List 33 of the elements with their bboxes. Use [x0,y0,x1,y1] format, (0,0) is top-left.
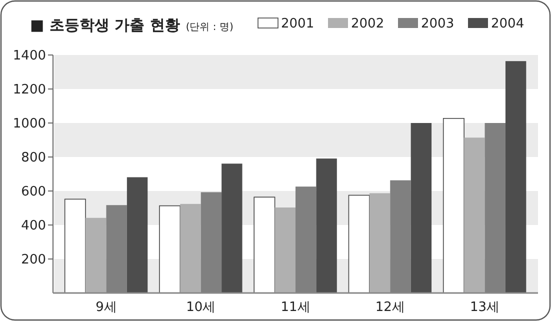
bar [369,193,390,293]
chart-title: ■ 초등학생 가출 현황 [30,16,180,34]
y-tick-label: 800 [21,150,46,166]
legend-label: 2002 [351,16,384,32]
y-tick-label: 1200 [12,82,46,98]
bar [126,177,148,293]
bar [274,207,296,293]
x-tick-label: 9세 [96,300,117,315]
bar [159,205,181,294]
x-tick-label: 10세 [186,300,216,315]
bar [254,196,276,294]
x-tick-label: 12세 [375,300,405,315]
bar [180,204,201,293]
y-tick-label: 1400 [12,48,46,64]
bar [86,218,106,293]
bar [222,164,242,293]
legend-label: 2004 [491,16,524,32]
bar [64,198,86,294]
bar [410,123,432,293]
bar [442,118,464,294]
y-tick-label: 400 [21,218,46,234]
bar [348,194,370,294]
y-tick-label: 1000 [12,116,46,132]
x-tick-label: 13세 [470,300,500,315]
chart-subtitle: (단위 : 명) [186,22,234,33]
bar [505,61,526,293]
bar [316,158,337,293]
bar [464,138,485,293]
x-tick-label: 11세 [280,300,310,315]
legend-label: 2001 [281,16,314,32]
y-tick-label: 200 [21,252,46,268]
y-tick-label: 600 [21,184,46,200]
legend-label: 2003 [421,16,454,32]
